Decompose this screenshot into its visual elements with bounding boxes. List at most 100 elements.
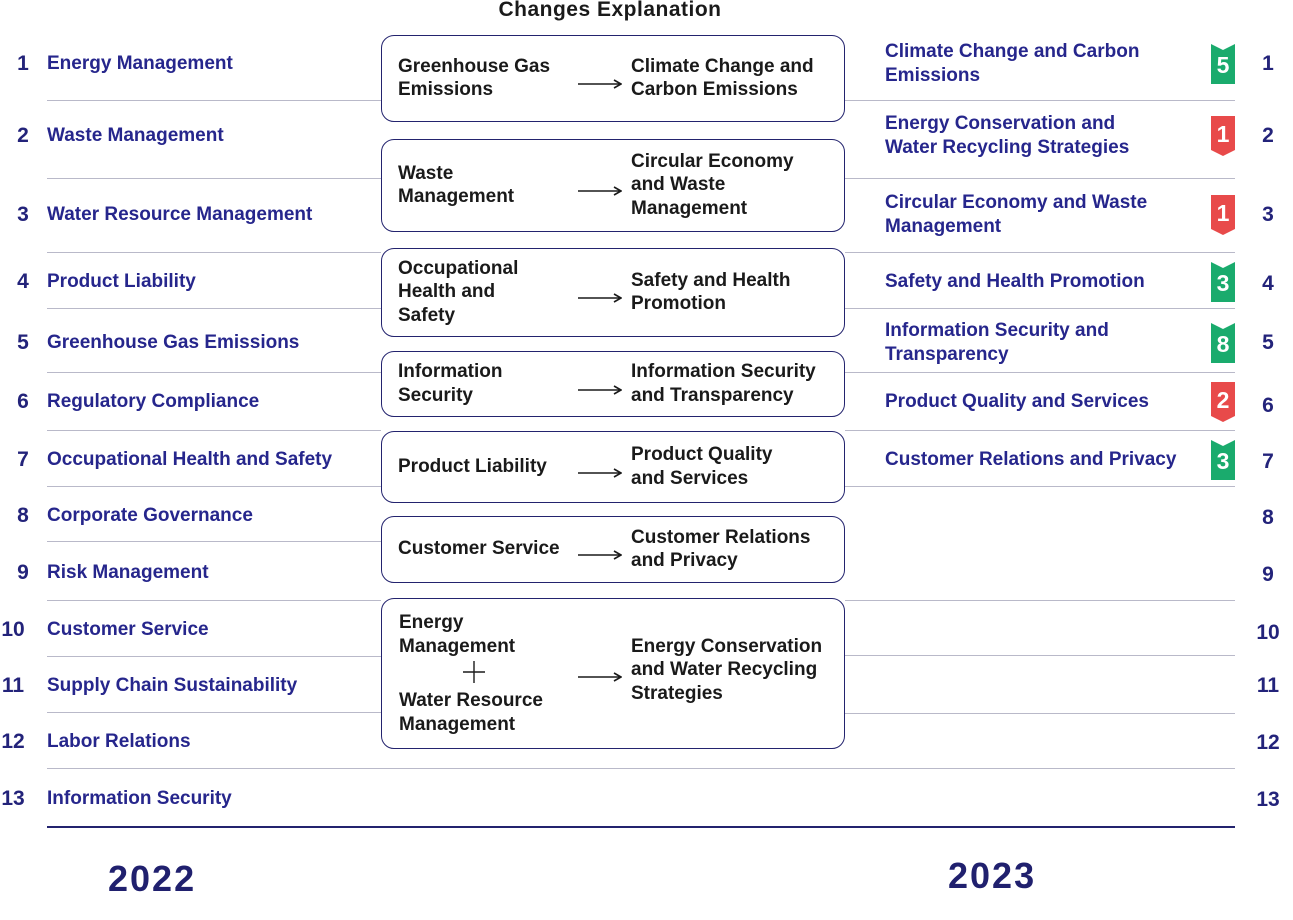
old-topic: Information Security — [398, 361, 503, 406]
separator-line-left — [47, 486, 381, 487]
rank-change-value: 5 — [1216, 52, 1230, 78]
arrow-right-icon — [578, 382, 623, 395]
topic-2022: Waste Management — [47, 125, 224, 146]
change-box: Greenhouse Gas Emissions Climate Change an… — [381, 35, 845, 122]
new-topic: Information Security and Transparency — [631, 361, 816, 406]
rank-down-badge: 1 — [1211, 195, 1235, 235]
topic-2022: Regulatory Compliance — [47, 391, 260, 412]
year-2023-label: 2023 — [948, 855, 1037, 896]
rank-number-2022: 3 — [17, 203, 29, 226]
rank-change-value: 1 — [1216, 200, 1230, 226]
change-box: Occupational Health and Safety Safety and H… — [381, 248, 845, 337]
rank-number-2022: 10 — [1, 618, 25, 641]
topic-2023: Information Security and Transparency — [885, 320, 1109, 365]
arrow-right-icon — [578, 547, 623, 560]
topic-2022: Water Resource Management — [47, 204, 313, 225]
separator-line-left — [47, 252, 381, 253]
separator-line-right — [845, 308, 1235, 309]
rank-number-2023: 6 — [1262, 394, 1274, 417]
rank-number-2022: 13 — [1, 787, 25, 810]
separator-line-left — [47, 541, 381, 542]
separator-line-right — [845, 713, 1235, 714]
new-topic: Customer Relations and Privacy — [631, 526, 811, 572]
rank-up-badge: 8 — [1211, 323, 1235, 363]
new-topic: Circular Economy and Waste Management — [631, 150, 794, 219]
topic-2022: Customer Service — [47, 619, 209, 640]
topic-2022: Risk Management — [47, 562, 209, 583]
change-box: Customer Service Customer Relations and Pr… — [381, 516, 845, 583]
diagram-title: Changes Explanation — [498, 0, 722, 21]
rank-number-2023: 5 — [1262, 331, 1274, 354]
rank-change-value: 1 — [1216, 121, 1230, 147]
topic-2022: Greenhouse Gas Emissions — [47, 332, 300, 353]
rank-up-badge: 5 — [1211, 44, 1235, 84]
change-box: Product Liability Product Quality and Serv… — [381, 431, 845, 503]
rank-number-2022: 8 — [17, 504, 29, 527]
rank-up-badge: 3 — [1211, 440, 1235, 480]
change-box: Energy Management Water Resource Management… — [381, 598, 845, 749]
separator-line-left — [47, 372, 381, 373]
rank-change-value: 8 — [1216, 331, 1230, 357]
topic-2023: Product Quality and Services — [885, 391, 1149, 412]
topic-2022: Corporate Governance — [47, 505, 253, 526]
rank-number-2022: 2 — [17, 124, 29, 147]
separator-line-left — [47, 308, 381, 309]
rank-number-2023: 12 — [1256, 731, 1280, 754]
separator-line-left — [47, 768, 381, 769]
new-topic: Energy Conservation and Water Recycling St… — [631, 635, 823, 704]
separator-line-left — [47, 430, 381, 431]
separator-line-right — [845, 178, 1235, 179]
new-topic: Product Quality and Services — [631, 444, 773, 489]
rank-up-badge: 3 — [1211, 262, 1235, 302]
arrow-right-icon — [578, 76, 623, 89]
rank-change-value: 3 — [1216, 448, 1230, 474]
old-topic: Greenhouse Gas Emissions — [398, 55, 551, 101]
old-topic: Customer Service — [398, 538, 560, 560]
topic-2023: Climate Change and Carbon Emissions — [885, 41, 1140, 86]
plus-icon — [461, 659, 487, 685]
old-topic: Energy Management — [399, 612, 516, 657]
separator-line-right — [845, 655, 1235, 656]
separator-line-left — [47, 600, 381, 601]
rank-change-value: 2 — [1216, 387, 1230, 413]
rank-number-2023: 1 — [1262, 52, 1274, 75]
rank-number-2023: 4 — [1262, 272, 1274, 295]
rank-change-value: 3 — [1216, 270, 1230, 296]
rank-number-2023: 10 — [1256, 621, 1280, 644]
rank-down-badge: 1 — [1211, 116, 1235, 156]
rank-number-2022: 1 — [17, 52, 29, 75]
rank-number-2022: 5 — [17, 331, 29, 354]
rank-number-2023: 13 — [1256, 788, 1280, 811]
separator-line-right — [845, 372, 1235, 373]
arrow-right-icon — [578, 183, 623, 196]
change-box: Waste Management Circular Economy and Waste… — [381, 139, 845, 232]
rank-number-2022: 4 — [17, 270, 29, 293]
separator-line-left — [47, 712, 381, 713]
rank-number-2022: 6 — [17, 390, 29, 413]
topic-2023: Customer Relations and Privacy — [885, 449, 1177, 470]
separator-line-left — [47, 656, 381, 657]
separator-line-right — [845, 100, 1235, 101]
new-topic: Safety and Health Promotion — [631, 269, 791, 315]
arrow-right-icon — [578, 465, 623, 478]
rank-number-2023: 11 — [1256, 674, 1280, 697]
year-2022-label: 2022 — [108, 858, 197, 899]
arrow-right-icon — [578, 669, 623, 682]
arrow-right-icon — [578, 290, 623, 303]
rank-down-badge: 2 — [1211, 382, 1235, 422]
change-box: Information Security Information Security a… — [381, 351, 845, 417]
rank-number-2023: 9 — [1262, 563, 1274, 586]
rank-number-2022: 9 — [17, 561, 29, 584]
rank-number-2023: 2 — [1262, 124, 1274, 147]
separator-line-left — [47, 178, 381, 179]
old-topic: Product Liability — [398, 455, 547, 477]
separator-line-right — [845, 252, 1235, 253]
topic-2022: Occupational Health and Safety — [47, 449, 333, 470]
topic-2022: Supply Chain Sustainability — [47, 675, 298, 696]
separator-line-right — [845, 600, 1235, 601]
topic-2023: Energy Conservation and Water Recycling … — [885, 113, 1130, 158]
separator-line-right — [845, 430, 1235, 431]
topic-2022: Labor Relations — [47, 731, 191, 752]
rank-number-2023: 7 — [1262, 450, 1274, 473]
separator-line-left — [47, 100, 381, 101]
